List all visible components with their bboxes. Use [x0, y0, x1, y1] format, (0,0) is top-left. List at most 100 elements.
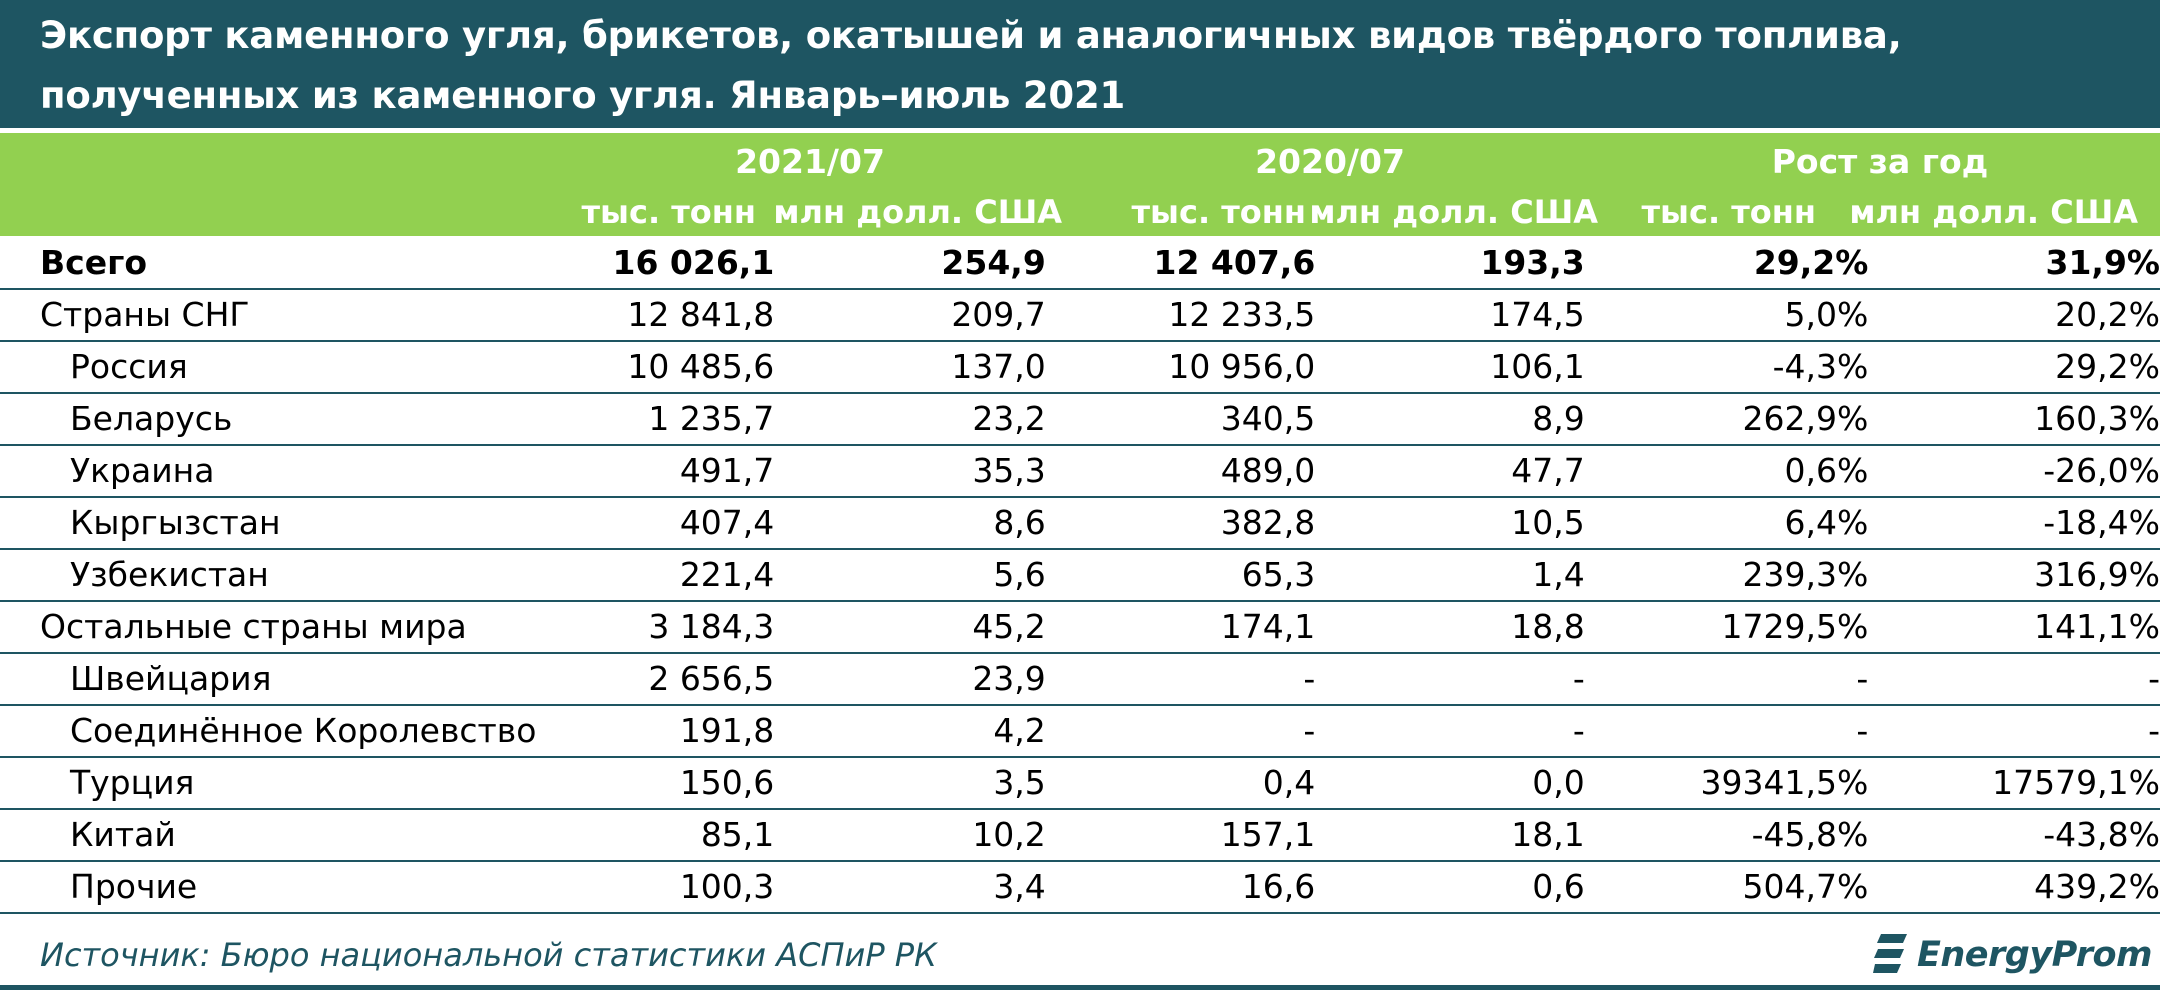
growth-usd-cell: 29,2%	[1868, 341, 2160, 394]
value-2020-tons-cell: 340,5	[1045, 393, 1316, 446]
table-row: Турция 150,6 3,5 0,4 0,0 39341,5% 17579,1%	[0, 757, 2160, 810]
title-divider	[0, 128, 2160, 133]
value-2020-tons-cell: 65,3	[1045, 549, 1316, 602]
value-2021-usd-cell: 45,2	[774, 601, 1046, 654]
row-label: Страны СНГ	[0, 289, 564, 342]
table-row: Остальные страны мира 3 184,3 45,2 174,1 18,…	[0, 601, 2160, 654]
value-2020-tons-cell: -	[1045, 653, 1316, 706]
row-label: Остальные страны мира	[0, 601, 564, 654]
growth-tons-cell: -	[1584, 653, 1869, 706]
table-row: Страны СНГ 12 841,8 209,7 12 233,5 174,5 5,0%…	[0, 289, 2160, 342]
growth-usd-cell: -	[1868, 653, 2160, 706]
value-2021-tons-cell: 16 026,1	[563, 238, 775, 290]
value-2021-usd-cell: 10,2	[774, 809, 1046, 862]
growth-usd-cell: 17579,1%	[1868, 757, 2160, 810]
value-2021-usd-cell: 3,4	[774, 861, 1046, 914]
value-2020-usd-cell: 10,5	[1315, 497, 1585, 550]
value-2020-usd-cell: 1,4	[1315, 549, 1585, 602]
value-2020-usd-cell: 0,0	[1315, 757, 1585, 810]
growth-tons-cell: 29,2%	[1584, 238, 1869, 290]
row-label: Беларусь	[0, 393, 564, 446]
title-bar: Экспорт каменного угля, брикетов, окатыш…	[0, 0, 2160, 128]
growth-tons-cell: 239,3%	[1584, 549, 1869, 602]
growth-usd-cell: 439,2%	[1868, 861, 2160, 914]
table-row: Всего 16 026,1 254,9 12 407,6 193,3 29,2% 31,9…	[0, 238, 2160, 290]
growth-tons-cell: 1729,5%	[1584, 601, 1869, 654]
value-2021-tons-cell: 10 485,6	[563, 341, 775, 394]
growth-usd-cell: 316,9%	[1868, 549, 2160, 602]
growth-usd-cell: 141,1%	[1868, 601, 2160, 654]
row-label: Турция	[0, 757, 564, 810]
growth-tons-cell: 262,9%	[1584, 393, 1869, 446]
value-2021-tons-cell: 221,4	[563, 549, 775, 602]
growth-tons-cell: 6,4%	[1584, 497, 1869, 550]
value-2021-tons-cell: 100,3	[563, 861, 775, 914]
table-row: Беларусь 1 235,7 23,2 340,5 8,9 262,9% 160,3%	[0, 393, 2160, 446]
table-row: Соединённое Королевство 191,8 4,2- - - -	[0, 705, 2160, 758]
value-2021-usd-cell: 23,2	[774, 393, 1046, 446]
row-label: Соединённое Королевство	[0, 705, 564, 758]
value-2020-tons-cell: 12 233,5	[1045, 289, 1316, 342]
value-2020-tons-cell: -	[1045, 705, 1316, 758]
table-row: Россия 10 485,6 137,0 10 956,0 106,1 -4,3% 29,…	[0, 341, 2160, 394]
value-2020-usd-cell: 18,1	[1315, 809, 1585, 862]
value-2020-usd-cell: 8,9	[1315, 393, 1585, 446]
group-header-2020: 2020/07	[1255, 142, 1405, 181]
value-2021-tons-cell: 85,1	[563, 809, 775, 862]
group-header-2021: 2021/07	[735, 142, 885, 181]
growth-tons-cell: 504,7%	[1584, 861, 1869, 914]
value-2020-usd-cell: -	[1315, 705, 1585, 758]
value-2021-tons-cell: 2 656,5	[563, 653, 775, 706]
table-row: Китай 85,1 10,2 157,1 18,1 -45,8% -43,8%	[0, 809, 2160, 862]
column-header-band: 2021/07 2020/07 Рост за год тыс. тонн мл…	[0, 133, 2160, 236]
unit-header-2020-tons: тыс. тонн	[1131, 193, 1307, 231]
growth-tons-cell: 5,0%	[1584, 289, 1869, 342]
row-label: Узбекистан	[0, 549, 564, 602]
growth-tons-cell: -	[1584, 705, 1869, 758]
value-2020-tons-cell: 382,8	[1045, 497, 1316, 550]
value-2021-tons-cell: 191,8	[563, 705, 775, 758]
logo-wordmark: EnergyProm	[1916, 935, 2153, 975]
unit-header-2020-usd: млн долл. США	[1309, 193, 1598, 231]
row-label: Китай	[0, 809, 564, 862]
value-2020-tons-cell: 12 407,6	[1045, 238, 1316, 290]
growth-usd-cell: -26,0%	[1868, 445, 2160, 498]
value-2020-usd-cell: -	[1315, 653, 1585, 706]
value-2021-tons-cell: 3 184,3	[563, 601, 775, 654]
unit-header-growth-tons: тыс. тонн	[1641, 193, 1817, 231]
unit-header-2021-tons: тыс. тонн	[581, 193, 757, 231]
value-2020-usd-cell: 18,8	[1315, 601, 1585, 654]
value-2020-tons-cell: 157,1	[1045, 809, 1316, 862]
growth-tons-cell: 0,6%	[1584, 445, 1869, 498]
export-table: Всего 16 026,1 254,9 12 407,6 193,3 29,2% 31,9…	[0, 238, 2160, 914]
unit-header-growth-usd: млн долл. США	[1849, 193, 2138, 231]
value-2020-tons-cell: 174,1	[1045, 601, 1316, 654]
growth-usd-cell: 31,9%	[1868, 238, 2160, 290]
energyprom-logo-icon	[1872, 934, 1907, 973]
row-label: Россия	[0, 341, 564, 394]
value-2021-tons-cell: 12 841,8	[563, 289, 775, 342]
group-header-growth: Рост за год	[1771, 142, 1989, 181]
table-title: Экспорт каменного угля, брикетов, окатыш…	[40, 14, 1902, 117]
row-label: Прочие	[0, 861, 564, 914]
table-row: Швейцария 2 656,5 23,9- - - -	[0, 653, 2160, 706]
value-2021-usd-cell: 35,3	[774, 445, 1046, 498]
growth-usd-cell: -	[1868, 705, 2160, 758]
table-row: Узбекистан 221,4 5,6 65,3 1,4 239,3% 316,9%	[0, 549, 2160, 602]
energyprom-logo: EnergyProm	[1872, 927, 2153, 983]
value-2021-tons-cell: 491,7	[563, 445, 775, 498]
row-label: Швейцария	[0, 653, 564, 706]
value-2020-tons-cell: 0,4	[1045, 757, 1316, 810]
value-2020-usd-cell: 106,1	[1315, 341, 1585, 394]
row-label: Кыргызстан	[0, 497, 564, 550]
value-2021-usd-cell: 137,0	[774, 341, 1046, 394]
value-2020-tons-cell: 10 956,0	[1045, 341, 1316, 394]
value-2021-tons-cell: 407,4	[563, 497, 775, 550]
source-note: Источник: Бюро национальной статистики А…	[40, 936, 937, 974]
row-label: Украина	[0, 445, 564, 498]
table-row: Кыргызстан 407,4 8,6 382,8 10,5 6,4% -18,4%	[0, 497, 2160, 550]
growth-usd-cell: -18,4%	[1868, 497, 2160, 550]
growth-usd-cell: -43,8%	[1868, 809, 2160, 862]
growth-usd-cell: 20,2%	[1868, 289, 2160, 342]
